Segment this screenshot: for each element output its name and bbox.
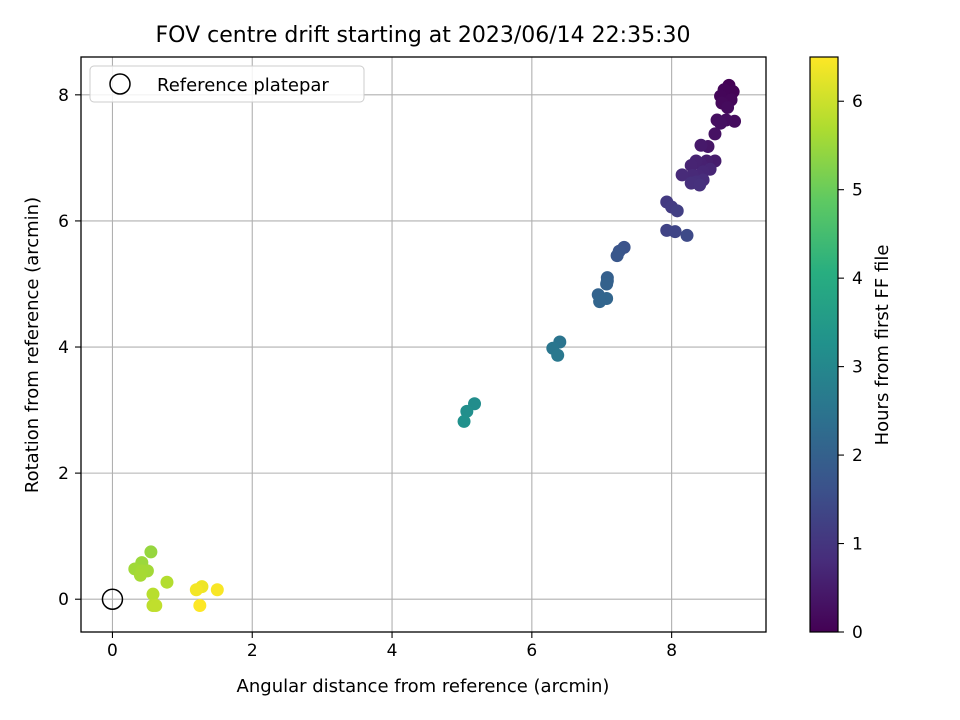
x-tick-label: 2 [247,641,258,661]
gridlines [81,57,766,632]
data-point [714,116,728,130]
colorbar-tick-label: 0 [852,623,863,643]
y-tick-label: 4 [58,338,69,358]
data-point [149,599,163,613]
data-point [457,414,471,428]
plot-frame [80,56,767,633]
data-point [460,404,474,418]
data-point [721,100,735,114]
data-point [675,168,689,182]
y-axis-label: Rotation from reference (arcmin) [22,197,43,493]
reference-platepar-marker [101,588,124,610]
legend-marker-icon [109,73,131,95]
x-tick-label: 8 [666,641,677,661]
data-point [668,225,682,239]
y-tick-label: 8 [58,86,69,106]
x-axis-label: Angular distance from reference (arcmin) [237,676,610,697]
x-axis-ticks: 0 2 4 6 8 [107,632,677,661]
legend: Reference platepar [89,65,365,103]
chart-title: FOV centre drift starting at 2023/06/14 … [156,23,691,48]
data-point [189,583,203,597]
y-tick-label: 6 [58,212,69,232]
colorbar-label: Hours from first FF file [872,245,893,446]
legend-box [89,65,365,103]
colorbar-ticks: 0 1 2 3 4 5 6 [838,92,863,643]
x-tick-label: 6 [526,641,537,661]
data-point [708,127,722,141]
colorbar-tick-label: 2 [852,446,863,466]
data-point [693,178,707,192]
data-point [551,348,565,362]
colorbar-tick-label: 3 [852,358,863,378]
colorbar [809,56,839,633]
data-points [128,78,742,613]
data-point [144,545,158,559]
x-tick-label: 0 [107,641,118,661]
data-point [210,583,224,597]
colorbar-tick-label: 6 [852,92,863,112]
data-point [133,568,147,582]
data-point [670,204,684,218]
data-point [193,599,207,613]
data-point [694,138,708,152]
legend-label: Reference platepar [157,75,329,96]
y-tick-label: 0 [58,590,69,610]
y-tick-label: 2 [58,464,69,484]
data-point [680,228,694,242]
data-point [600,277,614,291]
data-point [610,249,624,263]
colorbar-tick-label: 1 [852,535,863,555]
data-point [593,295,607,309]
x-tick-label: 4 [387,641,398,661]
data-point [160,575,174,589]
y-axis-ticks: 0 2 4 6 8 [58,86,81,610]
data-point [146,587,160,601]
colorbar-tick-label: 4 [852,269,863,289]
colorbar-tick-label: 5 [852,181,863,201]
data-point [684,158,698,172]
